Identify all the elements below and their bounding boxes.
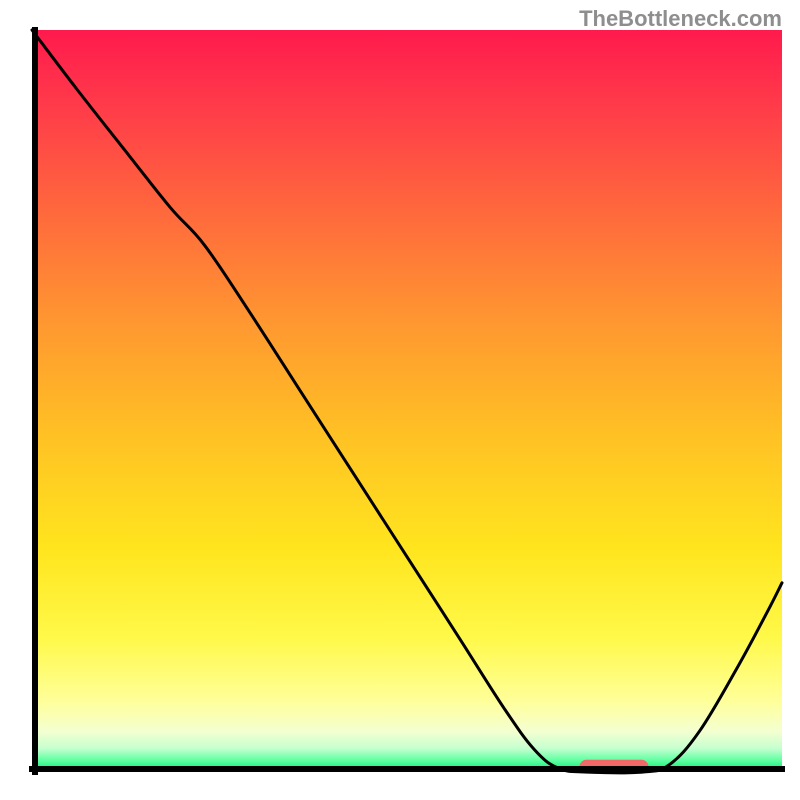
plot-svg — [32, 30, 782, 772]
chart-frame: TheBottleneck.com — [0, 0, 800, 800]
watermark-text: TheBottleneck.com — [579, 6, 782, 32]
plot-area — [32, 30, 782, 772]
